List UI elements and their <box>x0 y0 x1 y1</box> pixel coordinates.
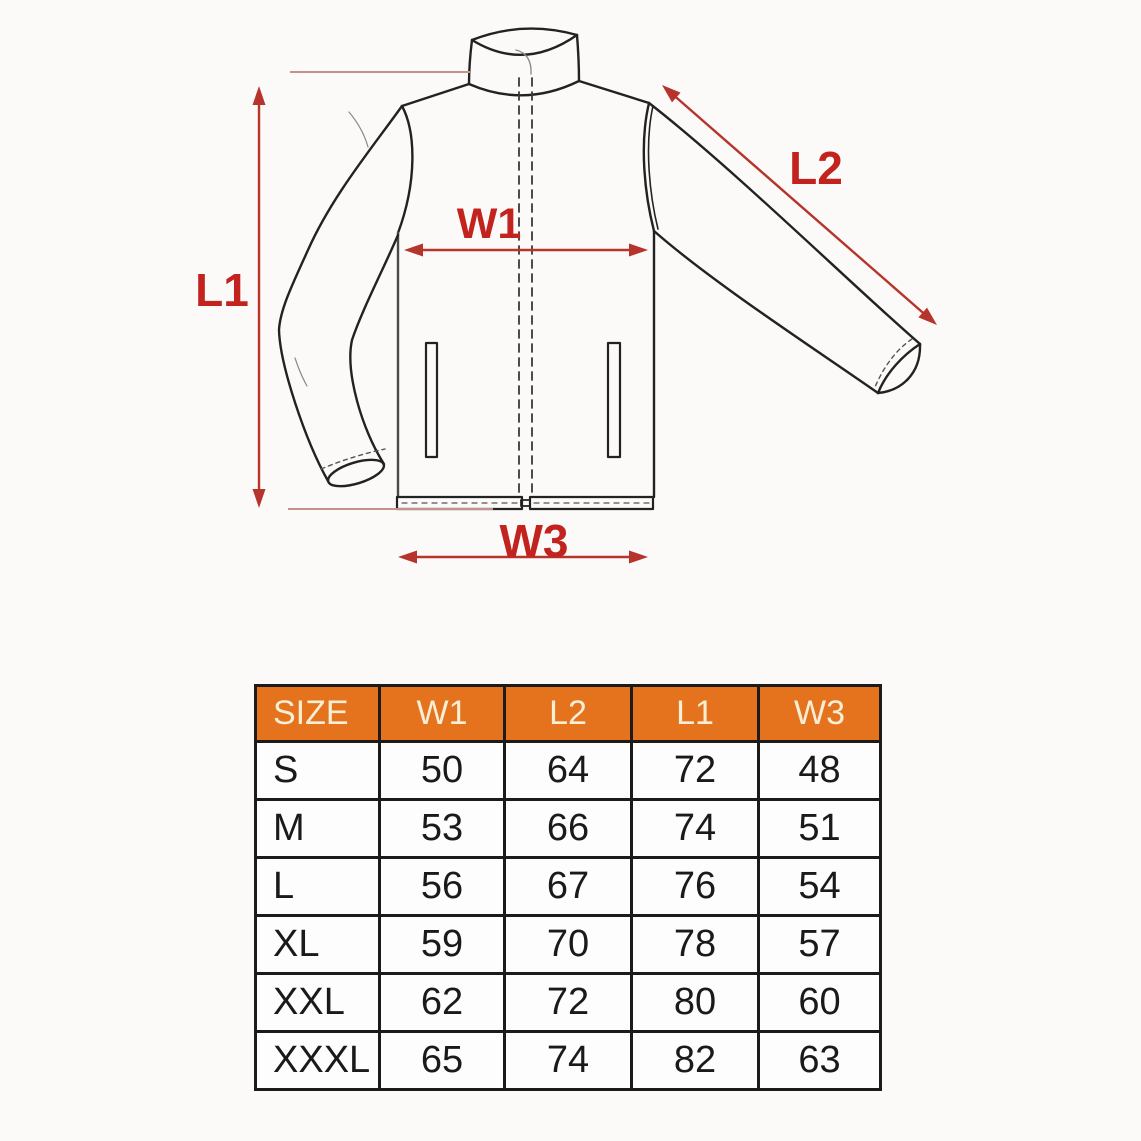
left-pocket-slit <box>424 341 439 459</box>
table-row-xxxl: XXXL 65 74 82 63 <box>254 1030 882 1091</box>
table-row-xxl: XXL 62 72 80 60 <box>254 972 882 1033</box>
w3-cell: 54 <box>757 856 882 917</box>
header-l1: L1 <box>630 684 760 743</box>
jacket-diagram: L1 W1 L2 W3 <box>195 27 937 567</box>
header-w1: W1 <box>378 684 506 743</box>
size-cell: XXL <box>254 972 381 1033</box>
w1-cell: 65 <box>378 1030 506 1091</box>
right-armhole-seam-inner <box>647 105 659 230</box>
l1-cell: 74 <box>630 798 760 859</box>
dimension-labels: L1 W1 L2 W3 <box>195 142 843 567</box>
header-size: SIZE <box>254 684 381 743</box>
jacket-line-art <box>277 27 922 511</box>
w1-label: W1 <box>457 200 522 248</box>
right-armhole-seam <box>642 101 656 233</box>
table-row-l: L 56 67 76 54 <box>254 856 882 917</box>
l2-cell: 70 <box>503 914 633 975</box>
l2-label: L2 <box>789 142 843 194</box>
l2-cell: 64 <box>503 740 633 801</box>
l2-cell: 72 <box>503 972 633 1033</box>
size-cell: XL <box>254 914 381 975</box>
header-l2: L2 <box>503 684 633 743</box>
right-shoulder-seam <box>577 79 651 105</box>
w3-cell: 60 <box>757 972 882 1033</box>
l2-arrow <box>662 85 937 325</box>
w1-cell: 62 <box>378 972 506 1033</box>
table-row-s: S 50 64 72 48 <box>254 740 882 801</box>
size-cell: S <box>254 740 381 801</box>
w3-cell: 48 <box>757 740 882 801</box>
left-shoulder-seam <box>400 82 471 108</box>
right-sleeve <box>647 101 922 395</box>
l1-cell: 78 <box>630 914 760 975</box>
size-cell: XXXL <box>254 1030 381 1091</box>
header-row: SIZE W1 L2 L1 W3 <box>254 684 882 743</box>
dimension-arrows <box>252 85 937 564</box>
size-cell: M <box>254 798 381 859</box>
w1-arrow <box>404 243 648 257</box>
w3-cell: 63 <box>757 1030 882 1091</box>
hem-band <box>395 495 655 511</box>
left-armhole-seam <box>396 104 414 235</box>
size-table: SIZE W1 L2 L1 W3 S 50 64 72 48 M 53 66 7… <box>254 684 882 1091</box>
w1-cell: 50 <box>378 740 506 801</box>
l1-cell: 82 <box>630 1030 760 1091</box>
w3-label: W3 <box>500 515 569 567</box>
w1-cell: 56 <box>378 856 506 917</box>
right-pocket-slit <box>606 341 622 459</box>
size-cell: L <box>254 856 381 917</box>
table-row-m: M 53 66 74 51 <box>254 798 882 859</box>
w3-cell: 51 <box>757 798 882 859</box>
w3-arrow <box>398 550 648 564</box>
l1-cell: 76 <box>630 856 760 917</box>
jacket-collar <box>467 27 581 97</box>
w1-cell: 53 <box>378 798 506 859</box>
l1-label: L1 <box>195 264 249 316</box>
l1-cell: 80 <box>630 972 760 1033</box>
l2-cell: 66 <box>503 798 633 859</box>
l2-cell: 74 <box>503 1030 633 1091</box>
l1-arrow <box>252 86 266 508</box>
w3-cell: 57 <box>757 914 882 975</box>
left-sleeve <box>277 104 404 488</box>
zipper-dashed-line <box>518 77 533 497</box>
l1-cell: 72 <box>630 740 760 801</box>
l2-cell: 67 <box>503 856 633 917</box>
table-row-xl: XL 59 70 78 57 <box>254 914 882 975</box>
w1-cell: 59 <box>378 914 506 975</box>
header-w3: W3 <box>757 684 882 743</box>
reference-lines <box>288 71 493 510</box>
size-table-header: SIZE W1 L2 L1 W3 <box>254 684 882 743</box>
